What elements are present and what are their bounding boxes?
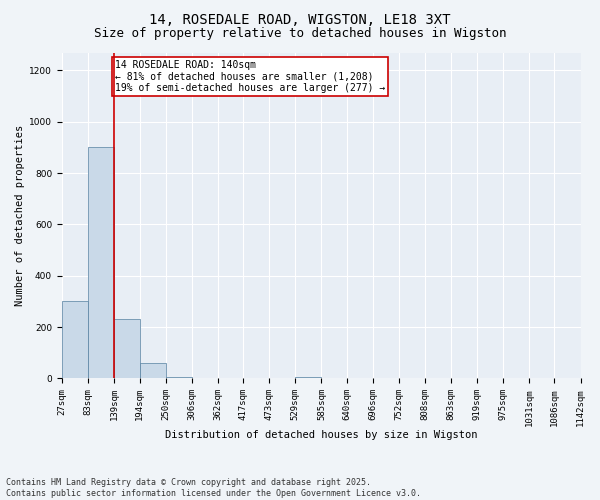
Text: Contains HM Land Registry data © Crown copyright and database right 2025.
Contai: Contains HM Land Registry data © Crown c… xyxy=(6,478,421,498)
Bar xyxy=(88,148,114,378)
Text: 14 ROSEDALE ROAD: 140sqm
← 81% of detached houses are smaller (1,208)
19% of sem: 14 ROSEDALE ROAD: 140sqm ← 81% of detach… xyxy=(115,60,385,94)
Bar xyxy=(295,377,322,378)
Bar xyxy=(140,363,166,378)
Y-axis label: Number of detached properties: Number of detached properties xyxy=(15,125,25,306)
Text: Size of property relative to detached houses in Wigston: Size of property relative to detached ho… xyxy=(94,28,506,40)
Text: 14, ROSEDALE ROAD, WIGSTON, LE18 3XT: 14, ROSEDALE ROAD, WIGSTON, LE18 3XT xyxy=(149,12,451,26)
Bar xyxy=(166,377,191,378)
X-axis label: Distribution of detached houses by size in Wigston: Distribution of detached houses by size … xyxy=(165,430,478,440)
Bar xyxy=(114,320,140,378)
Bar xyxy=(62,302,88,378)
